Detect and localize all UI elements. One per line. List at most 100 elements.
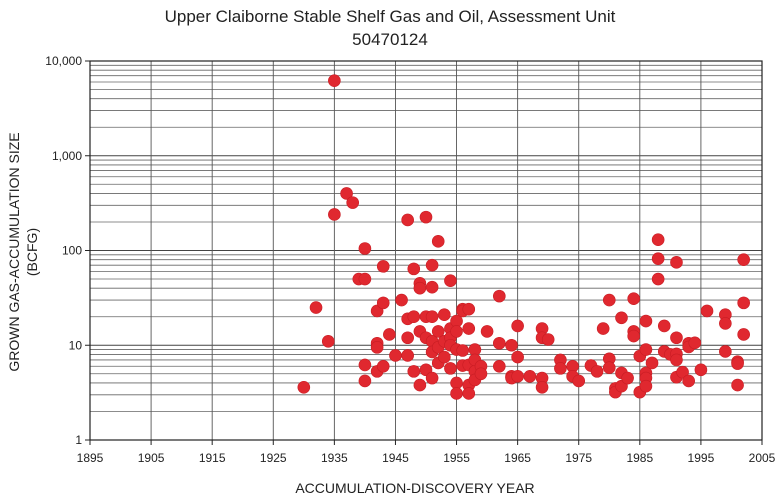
x-tick-label: 1915 (199, 451, 226, 465)
data-point (328, 208, 341, 221)
data-point (535, 380, 549, 394)
data-point (376, 296, 390, 310)
x-tick-label: 1955 (443, 451, 470, 465)
data-point (615, 311, 628, 325)
x-tick-label: 1995 (688, 451, 715, 465)
data-point (438, 350, 451, 364)
y-tick-label: 1,000 (52, 149, 82, 163)
y-tick-label: 10 (69, 338, 83, 352)
data-point (431, 235, 445, 248)
data-point (425, 280, 439, 294)
data-point (321, 335, 335, 348)
data-point (444, 274, 457, 288)
data-point (493, 359, 506, 373)
data-point (407, 262, 421, 276)
x-tick-label: 1945 (382, 451, 409, 465)
data-point (737, 328, 750, 341)
data-point (511, 350, 524, 364)
data-point (694, 363, 708, 377)
data-point (737, 296, 750, 310)
data-point (493, 336, 506, 350)
data-point (401, 213, 414, 227)
data-point (438, 308, 451, 322)
data-point (523, 370, 537, 383)
data-point (639, 379, 653, 393)
data-point (462, 302, 476, 316)
data-point (621, 371, 634, 385)
data-point (670, 353, 683, 367)
chart-title: Upper Claiborne Stable Shelf Gas and Oil… (165, 7, 616, 26)
grid-lines (89, 61, 763, 441)
data-point (670, 331, 683, 345)
data-point (413, 281, 427, 295)
data-point (737, 253, 750, 266)
data-point (401, 331, 414, 345)
data-point (719, 345, 732, 358)
chart-subtitle: 50470124 (352, 30, 428, 49)
data-point (541, 333, 555, 346)
data-point (358, 272, 372, 286)
x-tick-label: 1925 (260, 451, 287, 465)
x-axis-ticks: 1895 1905 1915 1925 1935 1945 1955 1965 1975 1985… (77, 440, 776, 465)
data-point (731, 378, 744, 392)
data-point (572, 374, 586, 388)
x-tick-label: 1985 (626, 451, 653, 465)
data-point (462, 387, 476, 400)
data-point (407, 310, 421, 324)
data-point (639, 314, 653, 328)
data-point (682, 374, 695, 388)
data-point (688, 336, 702, 350)
data-point (554, 362, 567, 375)
data-point (731, 357, 744, 370)
x-tick-label: 1965 (504, 451, 531, 465)
data-point (340, 187, 353, 200)
data-point (511, 370, 524, 383)
data-point (651, 272, 665, 286)
data-points (297, 74, 750, 400)
data-point (419, 210, 433, 224)
data-point (346, 196, 359, 209)
data-point (450, 325, 463, 338)
data-point (645, 356, 659, 370)
y-tick-label: 100 (62, 244, 82, 258)
x-tick-label: 1975 (565, 451, 592, 465)
y-tick-label: 1 (75, 433, 82, 447)
x-tick-label: 1895 (77, 451, 104, 465)
data-point (651, 233, 665, 247)
data-point (376, 359, 390, 373)
data-point (627, 329, 641, 343)
data-point (358, 358, 372, 372)
data-point (676, 365, 689, 379)
y-tick-label: 10,000 (45, 54, 82, 68)
data-point (413, 378, 427, 392)
data-point (657, 319, 671, 333)
data-point (651, 252, 665, 265)
data-point (719, 317, 732, 330)
data-point (602, 293, 616, 307)
data-point (450, 387, 463, 400)
data-point (425, 258, 439, 272)
data-point (444, 362, 457, 375)
data-point (407, 365, 421, 378)
data-point (602, 361, 616, 374)
data-point (425, 371, 439, 385)
data-point (480, 325, 494, 338)
data-point (376, 260, 390, 273)
data-point (425, 310, 439, 324)
data-point (309, 301, 323, 314)
data-point (401, 349, 414, 362)
data-point (370, 341, 384, 354)
data-point (431, 325, 445, 338)
x-tick-label: 2005 (749, 451, 776, 465)
data-point (358, 242, 372, 255)
x-tick-label: 1905 (138, 451, 165, 465)
data-point (639, 343, 653, 356)
data-point (493, 289, 506, 303)
data-point (383, 328, 396, 341)
data-point (596, 322, 610, 335)
x-tick-label: 1935 (321, 451, 348, 465)
data-point (590, 365, 604, 378)
data-point (670, 256, 683, 269)
y-axis-unit-label: (BCFG) (24, 228, 40, 276)
